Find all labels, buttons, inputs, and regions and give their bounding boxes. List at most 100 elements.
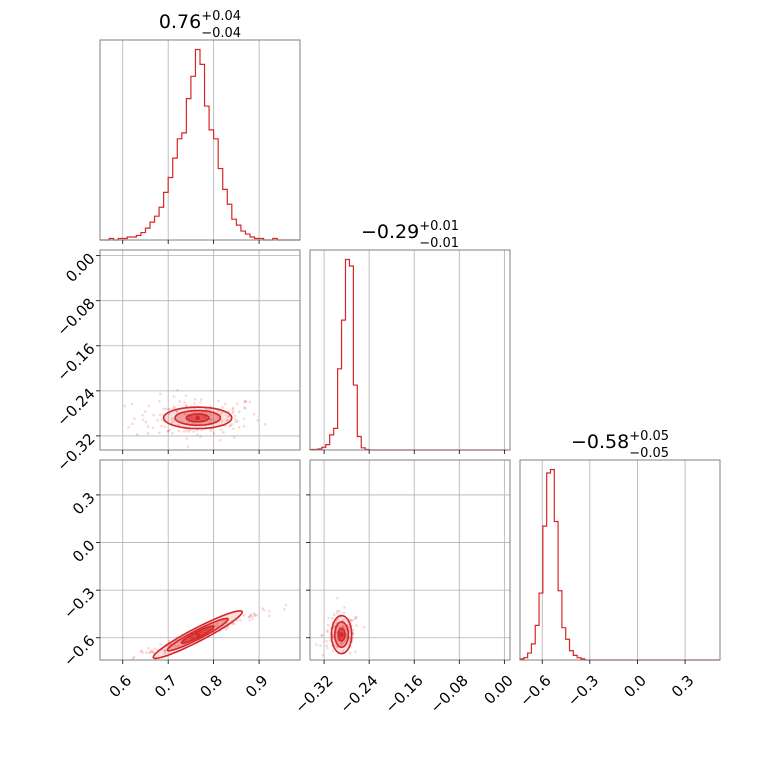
- sample-point-2-0: [173, 643, 177, 647]
- sample-point-2-1: [335, 612, 339, 615]
- scatter-layer-2-0: [131, 603, 288, 660]
- sample-point-1-0: [219, 438, 222, 442]
- sample-point-1-0: [166, 429, 170, 433]
- sample-point-1-0: [183, 401, 187, 404]
- title-param-0: 0.76+0.04: [159, 9, 241, 33]
- sample-point-1-0: [176, 388, 179, 392]
- sample-point-2-1: [338, 609, 341, 613]
- ytick-label-1-2: −0.16: [53, 340, 98, 385]
- sample-point-2-1: [332, 626, 336, 630]
- sample-point-2-1: [333, 624, 336, 628]
- sample-point-1-0: [213, 419, 216, 423]
- sample-point-1-0: [229, 424, 233, 427]
- sample-point-1-0: [256, 419, 260, 422]
- sample-point-1-0: [220, 419, 224, 423]
- sample-point-2-1: [352, 628, 355, 632]
- ytick-label-1-4: 0.00: [62, 249, 98, 285]
- sample-point-1-0: [232, 436, 236, 439]
- sample-point-1-0: [141, 413, 144, 417]
- panel-1-1: [309, 249, 511, 454]
- sample-point-1-0: [233, 417, 237, 421]
- sample-point-2-0: [242, 614, 246, 617]
- sample-point-1-0: [225, 419, 228, 422]
- sample-point-1-0: [195, 428, 199, 432]
- sample-point-2-0: [216, 622, 219, 625]
- sample-point-2-0: [249, 614, 253, 618]
- sample-point-2-0: [253, 614, 257, 618]
- sample-point-2-0: [141, 651, 144, 654]
- sample-point-1-0: [167, 430, 170, 433]
- sample-point-2-1: [354, 650, 357, 653]
- sample-point-1-0: [157, 431, 161, 435]
- xtick-label-1-3: −0.08: [427, 671, 472, 716]
- xtick-label-1-4: 0.00: [481, 671, 517, 707]
- median-point-2-0: [195, 632, 200, 637]
- sample-point-1-0: [135, 433, 139, 436]
- sample-point-2-1: [326, 623, 330, 627]
- sample-point-1-0: [151, 426, 155, 429]
- sample-point-1-0: [234, 420, 238, 424]
- sample-point-2-0: [226, 626, 230, 629]
- sample-point-1-0: [172, 405, 175, 408]
- sample-point-1-0: [130, 402, 134, 406]
- sample-point-1-0: [188, 428, 191, 432]
- sample-point-1-0: [130, 422, 134, 426]
- sample-point-1-0: [170, 417, 174, 420]
- sample-point-1-0: [168, 407, 171, 411]
- sample-point-2-1: [325, 640, 328, 643]
- sample-point-1-0: [159, 392, 162, 396]
- sample-point-1-0: [209, 429, 213, 433]
- sample-point-1-0: [233, 414, 237, 418]
- sample-point-1-0: [237, 426, 241, 429]
- sample-point-2-0: [214, 624, 218, 628]
- histogram-2: [519, 468, 720, 661]
- sample-point-1-0: [184, 394, 188, 397]
- ytick-label-2-2: 0.0: [69, 536, 99, 566]
- sample-point-1-0: [147, 404, 151, 408]
- sample-point-2-1: [325, 629, 329, 632]
- sample-point-2-1: [320, 634, 323, 637]
- sample-point-1-0: [232, 410, 235, 413]
- sample-point-2-1: [343, 639, 347, 643]
- sample-point-1-0: [226, 415, 230, 418]
- sample-point-2-1: [341, 624, 344, 628]
- sample-point-1-0: [168, 428, 171, 432]
- sample-point-2-0: [145, 651, 148, 655]
- sample-point-1-0: [248, 400, 252, 404]
- sample-point-1-0: [216, 417, 220, 420]
- panel-frame-2-1: [309, 459, 511, 661]
- sample-point-1-0: [237, 410, 241, 414]
- sample-point-2-1: [336, 609, 339, 613]
- panel-0-0: [99, 39, 301, 244]
- sample-point-1-0: [232, 427, 235, 430]
- sample-point-2-0: [132, 655, 136, 659]
- sample-point-2-1: [343, 606, 346, 609]
- sample-point-1-0: [194, 398, 197, 401]
- sample-point-2-0: [150, 650, 154, 654]
- sample-point-1-0: [127, 425, 130, 429]
- xtick-label-2-0: −0.6: [516, 671, 554, 709]
- sample-point-2-1: [326, 630, 329, 634]
- sample-point-1-0: [187, 430, 191, 433]
- title-minus-0: −0.04: [201, 26, 241, 41]
- sample-point-1-0: [231, 408, 234, 411]
- sample-point-2-0: [148, 651, 151, 655]
- xtick-label-2-1: −0.3: [564, 671, 602, 709]
- sample-point-2-0: [163, 652, 167, 655]
- title-median-0: 0.76: [159, 11, 201, 33]
- sample-point-1-0: [230, 422, 234, 426]
- xtick-label-0-3: 0.9: [242, 671, 272, 701]
- sample-point-1-0: [144, 420, 148, 424]
- sample-point-2-1: [340, 641, 344, 645]
- sample-point-1-0: [242, 425, 246, 428]
- sample-point-1-0: [219, 428, 223, 432]
- xtick-label-0-0: 0.6: [106, 671, 136, 701]
- title-minus-2: −0.05: [629, 446, 669, 461]
- sample-point-1-0: [146, 425, 150, 428]
- histogram-0: [100, 48, 300, 241]
- sample-point-1-0: [212, 432, 216, 435]
- sample-point-1-0: [217, 399, 220, 403]
- sample-point-2-1: [355, 624, 358, 627]
- sample-point-1-0: [185, 429, 188, 432]
- sample-point-1-0: [166, 407, 170, 411]
